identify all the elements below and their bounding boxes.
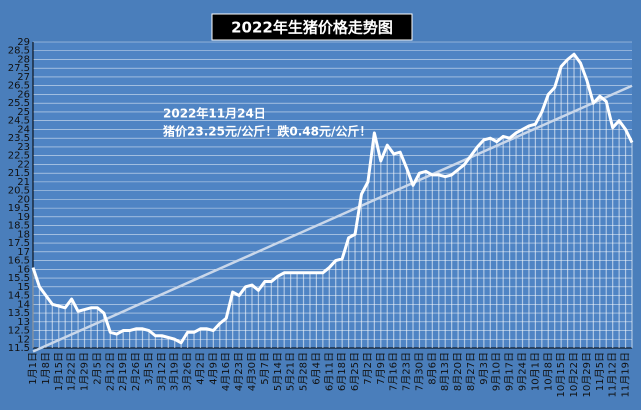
y-tick-label: 25.5 <box>8 98 30 109</box>
x-tick-label: 5月28日 <box>298 352 310 391</box>
x-tick-label: 1月22日 <box>66 352 78 391</box>
x-tick-label: 3月5日 <box>143 352 155 385</box>
x-tick-label: 9月10日 <box>491 352 503 391</box>
y-tick-label: 20.5 <box>8 186 30 197</box>
y-tick-label: 16.5 <box>8 256 30 267</box>
x-tick-label: 4月16日 <box>220 352 232 391</box>
y-tick-label: 29 <box>17 37 30 48</box>
y-tick-label: 27 <box>17 72 30 83</box>
annotation: 2022年11月24日 <box>163 106 266 121</box>
x-tick-label: 9月24日 <box>517 352 529 391</box>
x-tick-label: 11月5日 <box>594 352 606 391</box>
y-tick-label: 17 <box>17 247 30 258</box>
x-tick-label: 5月21日 <box>285 352 297 391</box>
y-tick-label: 25 <box>17 107 30 118</box>
x-tick-label: 9月17日 <box>504 352 516 391</box>
x-tick-label: 6月11日 <box>323 352 335 391</box>
x-tick-label: 7月23日 <box>401 352 413 391</box>
trend-line <box>32 84 633 353</box>
y-tick-label: 12.5 <box>8 326 30 337</box>
y-tick-label: 14 <box>17 299 30 310</box>
y-tick-label: 21.5 <box>8 168 30 179</box>
x-tick-label: 10月8日 <box>542 352 554 391</box>
x-tick-label: 4月23日 <box>233 352 245 391</box>
y-tick-label: 20 <box>17 194 30 205</box>
y-tick-label: 18 <box>17 229 30 240</box>
y-tick-label: 15 <box>17 282 30 293</box>
y-tick-label: 13.5 <box>8 308 30 319</box>
x-tick-label: 3月26日 <box>182 352 194 391</box>
x-tick-label: 3月12日 <box>156 352 168 391</box>
x-tick-label: 4月9日 <box>207 352 219 385</box>
x-tick-label: 2月12日 <box>104 352 116 391</box>
y-tick-label: 14.5 <box>8 291 30 302</box>
y-tick-label: 22.5 <box>8 151 30 162</box>
x-tick-label: 8月27日 <box>465 352 477 391</box>
y-tick-label: 16 <box>17 264 30 275</box>
title-box <box>211 13 413 41</box>
x-tick-label: 6月4日 <box>310 352 322 385</box>
y-tick-label: 19 <box>17 212 30 223</box>
y-tick-label: 26 <box>17 89 30 100</box>
y-tick-label: 24.5 <box>8 116 30 127</box>
price-line <box>31 52 634 345</box>
y-tick-label: 26.5 <box>8 81 30 92</box>
x-tick-label: 5月7日 <box>259 352 271 385</box>
x-tick-label: 7月9日 <box>375 352 387 385</box>
x-tick-label: 4月2日 <box>194 352 206 385</box>
x-tick-label: 11月19日 <box>620 352 632 397</box>
y-tick-label: 24 <box>17 124 30 135</box>
x-tick-label: 2月19日 <box>117 352 129 391</box>
x-tick-label: 10月22日 <box>568 352 580 397</box>
y-tick-label: 22 <box>17 159 30 170</box>
x-tick-label: 10月29日 <box>581 352 593 397</box>
y-tick-label: 11.5 <box>8 343 30 354</box>
x-tick-label: 6月25日 <box>349 352 361 391</box>
x-tick-label: 11月12日 <box>607 352 619 397</box>
y-tick-label: 18.5 <box>8 221 30 232</box>
y-tick-label: 17.5 <box>8 238 30 249</box>
x-tick-label: 8月20日 <box>452 352 464 391</box>
x-tick-label: 9月3日 <box>478 352 490 385</box>
y-tick-label: 15.5 <box>8 273 30 284</box>
annotation: 猪价23.25元/公斤！跌0.48元/公斤！ <box>162 124 371 139</box>
y-tick-label: 19.5 <box>8 203 30 214</box>
x-tick-label: 7月2日 <box>362 352 374 385</box>
y-tick-label: 21 <box>17 177 30 188</box>
x-tick-label: 10月1日 <box>529 352 541 391</box>
x-tick-label: 8月6日 <box>426 352 438 385</box>
x-tick-label: 1月29日 <box>79 352 91 391</box>
y-tick-label: 13 <box>17 317 30 328</box>
x-tick-label: 8月13日 <box>439 352 451 391</box>
x-tick-label: 1月8日 <box>40 352 52 385</box>
x-tick-label: 1月15日 <box>53 352 65 391</box>
plot-area: 11.51212.51313.51414.51515.51616.51717.5… <box>8 37 634 397</box>
x-tick-label: 3月19日 <box>169 352 181 391</box>
y-tick-label: 28.5 <box>8 46 30 57</box>
y-tick-label: 27.5 <box>8 63 30 74</box>
y-tick-label: 23 <box>17 142 30 153</box>
x-tick-label: 5月14日 <box>272 352 284 391</box>
x-tick-label: 2月26日 <box>130 352 142 391</box>
plot-background <box>33 42 632 348</box>
x-tick-label: 10月15日 <box>555 352 567 397</box>
chart-title: 2022年生猪价格走势图 <box>231 19 393 37</box>
y-tick-label: 12 <box>17 334 30 345</box>
x-tick-label: 7月30日 <box>413 352 425 391</box>
x-tick-label: 2月5日 <box>91 352 103 385</box>
y-tick-label: 28 <box>17 54 30 65</box>
x-tick-label: 4月30日 <box>246 352 258 391</box>
y-tick-label: 23.5 <box>8 133 30 144</box>
x-tick-label: 1月1日 <box>27 352 39 385</box>
x-tick-label: 7月16日 <box>388 352 400 391</box>
x-tick-label: 6月18日 <box>336 352 348 391</box>
